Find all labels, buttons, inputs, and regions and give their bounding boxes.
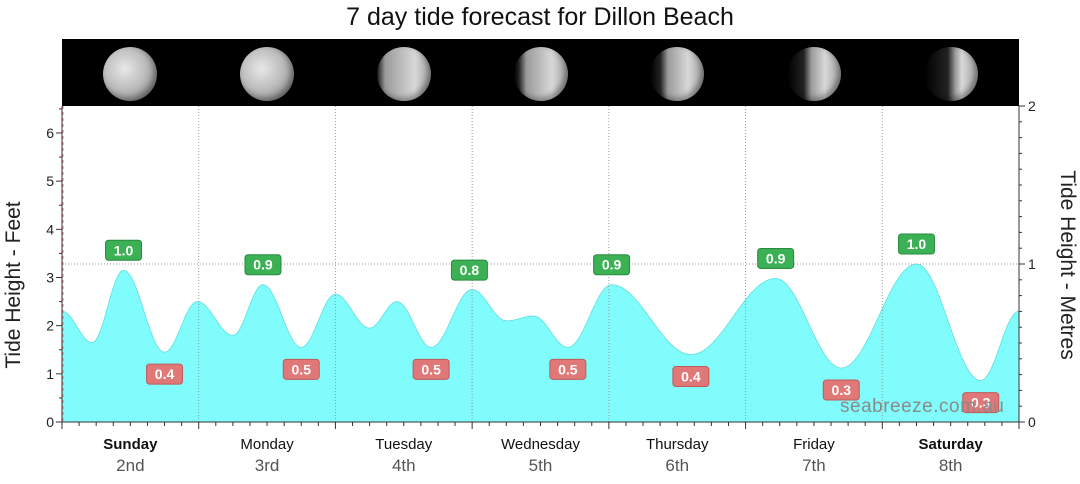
x-tick-label-day: Thursday xyxy=(646,436,709,453)
x-tick-label-date: 6th xyxy=(665,456,689,475)
low-tide-label: 0.4 xyxy=(146,363,184,385)
tide-area xyxy=(61,263,1020,423)
low-tide-value: 0.4 xyxy=(155,366,175,382)
high-tide-value: 0.8 xyxy=(460,262,480,278)
y-tick-label-feet: 4 xyxy=(46,221,54,237)
x-tick-label-date: 5th xyxy=(529,456,553,475)
y-tick-label-feet: 3 xyxy=(46,269,54,285)
high-tide-badge xyxy=(105,239,143,261)
low-tide-value: 0.3 xyxy=(971,395,991,411)
low-tide-label: 0.5 xyxy=(282,358,320,380)
high-tide-badge xyxy=(757,247,795,269)
high-tide-value: 0.9 xyxy=(253,257,273,273)
high-tide-badge xyxy=(244,254,282,276)
moon-phase-icon xyxy=(513,47,568,101)
high-tide-label: 0.9 xyxy=(244,254,282,276)
moon-phase-icon xyxy=(376,47,431,101)
x-tick-label-day: Tuesday xyxy=(375,436,432,453)
x-tick-label-date: 3rd xyxy=(255,456,280,475)
high-tide-label: 0.9 xyxy=(593,254,631,276)
y-tick-label-feet: 2 xyxy=(46,318,54,334)
high-tide-label: 1.0 xyxy=(105,239,143,261)
high-tide-value: 0.9 xyxy=(602,257,622,273)
y-axis-label-metres: Tide Height - Metres xyxy=(1056,170,1079,360)
low-tide-label: 0.5 xyxy=(549,358,587,380)
low-tide-value: 0.5 xyxy=(292,361,312,377)
y-tick-label-metres: 0 xyxy=(1028,414,1036,430)
low-tide-label: 0.3 xyxy=(822,379,860,401)
moon-phase-strip xyxy=(62,39,1019,106)
high-tide-badge xyxy=(593,254,631,276)
high-tide-badge xyxy=(897,233,935,255)
high-tide-label: 0.9 xyxy=(757,247,795,269)
low-tide-value: 0.5 xyxy=(421,361,441,377)
low-tide-value: 0.3 xyxy=(832,382,852,398)
x-tick-label-date: 2nd xyxy=(116,456,144,475)
low-tide-label: 0.4 xyxy=(672,366,710,388)
low-tide-badge xyxy=(822,379,860,401)
y-tick-label-metres: 1 xyxy=(1028,256,1036,272)
high-tide-label: 1.0 xyxy=(897,233,935,255)
high-tide-label: 0.8 xyxy=(450,259,488,281)
y-tick-label-feet: 1 xyxy=(46,366,54,382)
moon-phase-icon xyxy=(786,47,841,101)
low-tide-label: 0.3 xyxy=(962,392,1000,414)
low-tide-value: 0.4 xyxy=(681,369,701,385)
moon-phase-icon xyxy=(650,47,705,101)
x-tick-label-date: 8th xyxy=(939,456,963,475)
x-tick-label-day: Sunday xyxy=(103,436,158,453)
low-tide-label: 0.5 xyxy=(412,358,450,380)
high-tide-value: 1.0 xyxy=(114,242,134,258)
low-tide-badge xyxy=(412,358,450,380)
x-tick-label-date: 7th xyxy=(802,456,826,475)
high-tide-badge xyxy=(450,259,488,281)
y-tick-label-metres: 2 xyxy=(1028,98,1036,114)
low-tide-badge xyxy=(672,366,710,388)
x-tick-label-day: Monday xyxy=(240,436,294,453)
moon-phase-icon xyxy=(923,47,978,101)
x-tick-label-day: Wednesday xyxy=(501,436,580,453)
y-tick-label-feet: 0 xyxy=(46,414,54,430)
low-tide-badge xyxy=(282,358,320,380)
low-tide-badge xyxy=(146,363,184,385)
y-axis-label-feet: Tide Height - Feet xyxy=(2,201,25,369)
high-tide-value: 0.9 xyxy=(766,250,786,266)
low-tide-badge xyxy=(549,358,587,380)
x-tick-label-date: 4th xyxy=(392,456,416,475)
high-tide-value: 1.0 xyxy=(907,236,927,252)
y-tick-label-feet: 5 xyxy=(46,173,54,189)
moon-phase-icon xyxy=(240,47,295,101)
low-tide-badge xyxy=(962,392,1000,414)
watermark: seabreeze.com.au xyxy=(840,396,1005,417)
moon-phase-icon xyxy=(103,47,158,101)
chart-title: 7 day tide forecast for Dillon Beach xyxy=(346,3,734,31)
low-tide-value: 0.5 xyxy=(558,361,578,377)
y-tick-label-feet: 6 xyxy=(46,125,54,141)
x-tick-label-day: Saturday xyxy=(919,436,984,453)
x-tick-label-day: Friday xyxy=(793,436,835,453)
